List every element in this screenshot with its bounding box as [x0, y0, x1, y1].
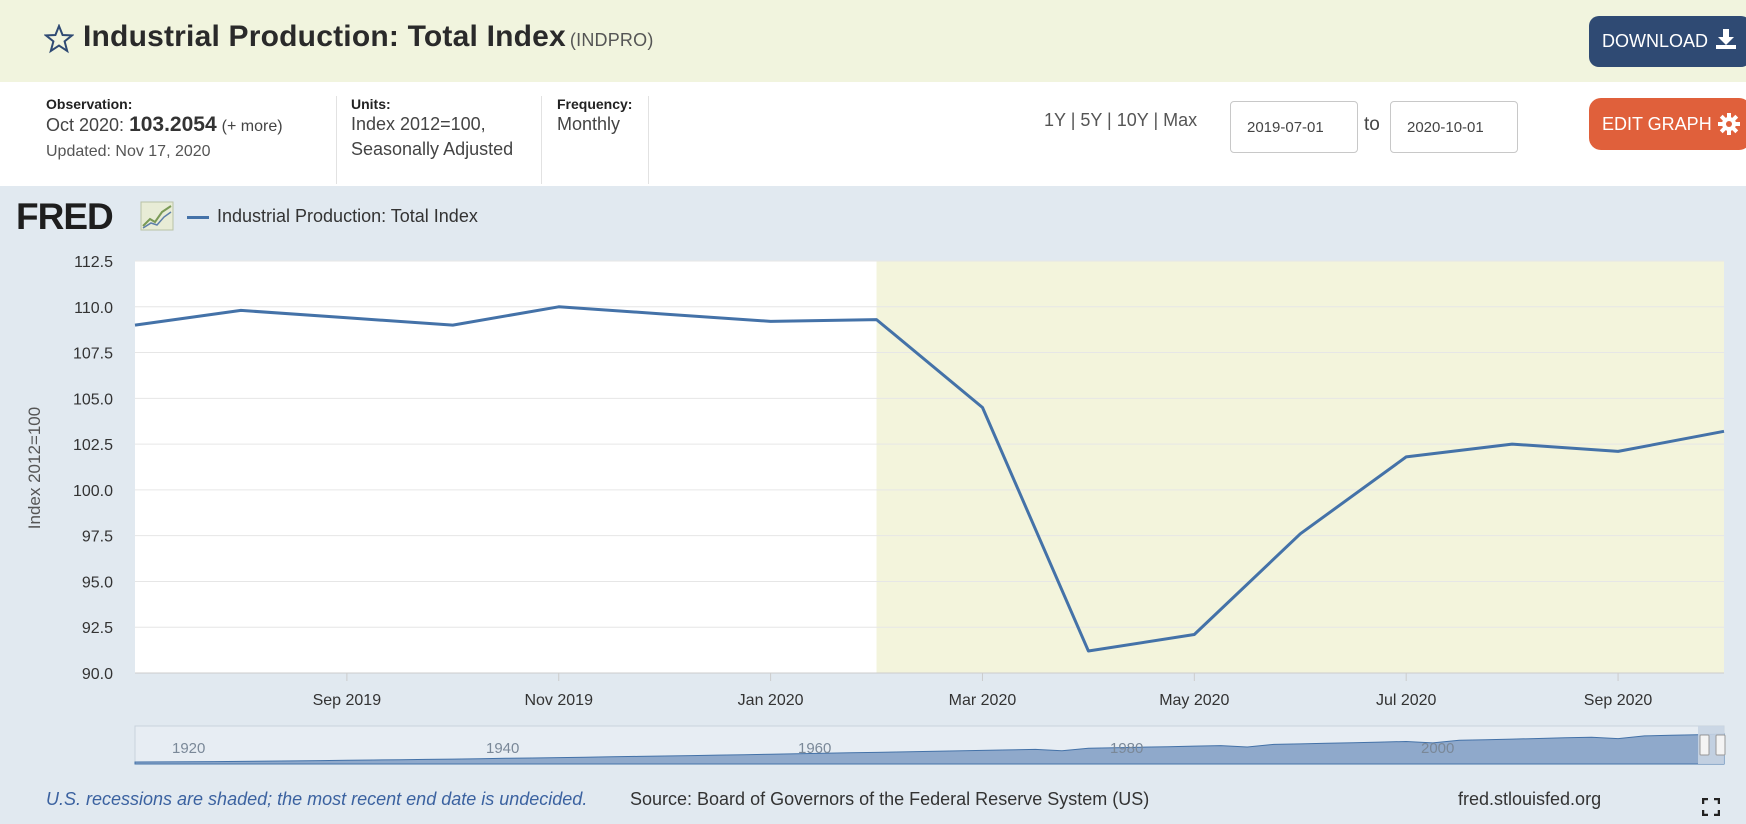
fullscreen-icon[interactable]	[1702, 798, 1720, 816]
legend-swatch	[187, 216, 209, 219]
star-icon[interactable]	[44, 24, 74, 54]
fred-logo: FRED	[16, 196, 114, 237]
y-tick-label: 112.5	[74, 254, 113, 271]
divider	[541, 96, 542, 184]
frequency-block: Frequency: Monthly	[557, 96, 632, 184]
title-bar: Industrial Production: Total Index (INDPR…	[0, 0, 1746, 82]
y-tick-label: 95.0	[82, 574, 113, 591]
navigator-label: 1960	[798, 740, 831, 757]
frequency-label: Frequency:	[557, 96, 633, 112]
y-tick-label: 100.0	[73, 483, 113, 500]
units-line2: Seasonally Adjusted	[351, 139, 514, 159]
download-icon	[1716, 29, 1736, 49]
navigator-handle[interactable]	[1715, 734, 1726, 756]
series-title-text: Industrial Production: Total Index	[83, 20, 566, 53]
y-axis-label: Index 2012=100	[25, 406, 44, 530]
x-tick-label: Sep 2020	[1584, 692, 1653, 709]
recession-shading	[876, 261, 1724, 673]
y-tick-label: 110.0	[74, 300, 113, 317]
navigator-label: 1940	[486, 740, 519, 757]
units-block: Units: Index 2012=100, Seasonally Adjust…	[351, 96, 513, 184]
units-label: Units:	[351, 96, 391, 112]
frequency-value: Monthly	[557, 114, 621, 134]
edit-graph-button[interactable]: EDIT GRAPH	[1589, 98, 1746, 150]
edit-graph-label: EDIT GRAPH	[1602, 114, 1712, 134]
navigator-label: 1920	[172, 740, 205, 757]
observation-period: Oct 2020:	[46, 115, 125, 135]
y-tick-label: 107.5	[73, 346, 113, 363]
divider	[336, 96, 337, 184]
observation-line: Oct 2020: 103.2054 (+ more)	[46, 112, 283, 139]
x-tick-label: Jul 2020	[1376, 692, 1437, 709]
x-tick-label: May 2020	[1159, 692, 1229, 709]
observation-label: Observation:	[46, 96, 133, 112]
y-tick-label: 102.5	[73, 437, 113, 454]
observation-more-link[interactable]: (+ more)	[221, 118, 283, 135]
fred-logo-graph-icon	[140, 201, 174, 231]
y-tick-label: 92.5	[82, 620, 113, 637]
y-tick-label: 90.0	[82, 666, 113, 683]
download-button[interactable]: DOWNLOAD	[1589, 16, 1746, 67]
observation-block: Observation: Oct 2020: 103.2054 (+ more)…	[46, 96, 283, 184]
series-id: (INDPRO)	[569, 30, 654, 50]
legend-label: Industrial Production: Total Index	[217, 206, 478, 226]
y-tick-label: 105.0	[73, 391, 113, 408]
recession-note: U.S. recessions are shaded; the most rec…	[46, 789, 588, 809]
series-title: Industrial Production: Total Index (INDPR…	[83, 20, 654, 54]
updated-date: Updated: Nov 17, 2020	[46, 143, 211, 160]
x-tick-label: Mar 2020	[949, 692, 1017, 709]
observation-value: 103.2054	[129, 113, 217, 136]
navigator-handle[interactable]	[1699, 734, 1710, 756]
x-tick-label: Jan 2020	[738, 692, 804, 709]
x-tick-label: Nov 2019	[524, 692, 593, 709]
to-label: to	[1364, 114, 1380, 135]
range-links[interactable]: 1Y | 5Y | 10Y | Max	[1044, 110, 1198, 130]
navigator-label: 1980	[1110, 740, 1143, 757]
end-date-input[interactable]	[1390, 101, 1518, 153]
source-text: Source: Board of Governors of the Federa…	[630, 789, 1150, 809]
units-line1: Index 2012=100,	[351, 114, 486, 134]
download-label: DOWNLOAD	[1602, 31, 1709, 51]
gear-icon	[1718, 113, 1740, 135]
site-link[interactable]: fred.stlouisfed.org	[1458, 789, 1602, 809]
start-date-input[interactable]	[1230, 101, 1358, 153]
series-line	[134, 305, 1725, 653]
divider	[648, 96, 649, 184]
y-tick-label: 97.5	[82, 529, 113, 546]
navigator-series-area	[134, 733, 1725, 765]
x-tick-label: Sep 2019	[313, 692, 382, 709]
navigator-label: 2000	[1421, 740, 1454, 757]
